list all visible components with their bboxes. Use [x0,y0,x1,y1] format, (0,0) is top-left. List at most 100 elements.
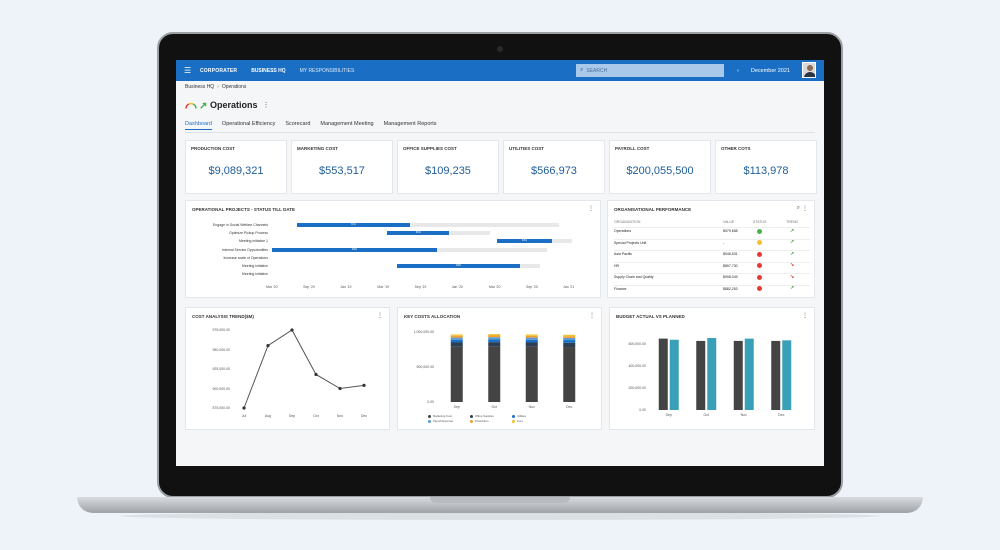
gantt-row-label: Increase scale of Operations [223,255,268,260]
laptop-base [77,497,923,513]
org-value: $897,730 [723,263,738,268]
status-indicator [757,286,762,291]
legend-swatch [428,414,431,418]
key-costs-panel: KEY COSTS ALLOCATION ⋮ 1,000,000.00 500,0… [397,307,602,430]
status-indicator [757,228,762,234]
org-value: $979,658 [723,229,738,233]
gantt-progress-bar[interactable]: 46% [396,264,521,268]
gantt-axis-tick: Mar '20 [488,285,501,289]
kpi-row: PRODUCTION COST $9,089,321 MARKETING COST… [185,140,817,194]
legend-item: Fuel [512,419,522,423]
stacked-bar-segment [525,334,538,336]
kpi-card[interactable]: PRODUCTION COST $9,089,321 [185,140,287,194]
panel-options-icon[interactable]: ⋮ [802,313,808,319]
previous-period-button[interactable]: ‹ [737,67,739,74]
kpi-card[interactable]: OFFICE SUPPLIES COST $109,235 [397,140,499,194]
stacked-bar-segment [450,346,463,402]
kpi-card[interactable]: OTHER COTS $113,978 [715,140,817,194]
y-axis-tick: 0.00 [427,400,434,404]
gantt-row-label: Engage in Social Welfare Channels [213,223,268,227]
stacked-bar-segment [563,342,576,348]
org-name[interactable]: HR [614,263,620,268]
kpi-card[interactable]: MARKETING COST $553,517 [291,140,393,194]
breadcrumb: Business HQ › Operations [185,84,246,90]
org-column-header: TREND [786,220,799,224]
tab-divider [185,132,815,133]
kpi-card[interactable]: UTILITIES COST $566,973 [503,140,605,194]
current-period[interactable]: December 2021 [750,67,790,74]
cost-trend-line [243,329,365,409]
org-value: - [723,240,725,245]
menu-icon[interactable]: ☰ [184,66,192,75]
search-input[interactable]: ⌕ SEARCH [576,64,724,77]
data-point [314,372,318,377]
org-name[interactable]: Supply Chain and Quality [614,275,654,279]
tab-management-reports[interactable]: Management Reports [383,121,437,127]
search-placeholder: SEARCH [586,67,608,74]
panel-title: OPERATIONAL PROJECTS - STATUS TILL DATE [192,207,296,212]
panel-title: KEY COSTS ALLOCATION [404,314,461,319]
data-point [266,344,270,348]
panel-options-icon[interactable]: ⋮ [588,206,594,212]
gantt-track [296,223,560,227]
trend-up-icon: ↗ [790,285,795,291]
panel-options-icon[interactable]: ⋮ [802,206,808,212]
panel-options-icon[interactable]: ⋮ [589,313,595,319]
kpi-label: OTHER COTS [721,146,751,151]
x-axis-tick: Sep [288,414,296,418]
legend-label: Fuel [517,419,523,423]
tab-bar: Dashboard Operational Efficiency Scoreca… [185,121,447,130]
search-icon[interactable]: ⌕ [796,205,800,211]
gantt-axis-tick: Sep '19 [414,285,427,289]
search-icon: ⌕ [580,67,584,73]
gantt-progress-bar[interactable]: 61% [387,231,450,236]
legend-label: Utilities [517,414,527,418]
laptop-notch [430,497,570,503]
panel-options-icon[interactable]: ⋮ [377,313,383,319]
x-axis-tick: Dec [566,405,573,409]
legend-item: Production [470,419,488,423]
budget-bar [658,338,668,410]
budget-bar [669,339,679,410]
top-navigation-bar: ☰ CORPORATER BUSINESS HQ MY RESPONSIBILI… [176,60,824,81]
gantt-progress-bar[interactable]: 64% [496,239,553,244]
page-options-icon[interactable]: ⋮ [262,102,270,109]
breadcrumb-business-hq[interactable]: Business HQ [185,84,215,90]
kpi-value: $109,235 [425,165,471,177]
kpi-label: PAYROLL COST [615,146,650,151]
gantt-progress-bar[interactable]: 71% [296,223,410,227]
stacked-bar-segment [525,335,538,338]
kpi-card[interactable]: PAYROLL COST $200,055,500 [609,140,711,194]
user-avatar[interactable] [802,62,816,78]
tab-operational-efficiency[interactable]: Operational Efficiency [221,121,276,127]
tab-dashboard[interactable]: Dashboard [185,121,212,130]
stacked-bar-segment [450,334,463,336]
stacked-bar-segment [563,337,576,341]
gantt-progress-bar[interactable]: 49% [272,247,437,252]
org-name[interactable]: Asia Pacific [614,252,633,256]
legend-swatch [512,419,515,423]
y-axis-tick: 500,000.00 [416,365,434,369]
gantt-row-label: Optimize Pickup Process [229,231,268,236]
tab-management-meeting[interactable]: Management Meeting [320,121,374,127]
y-axis-tick: 950,000.00 [212,347,230,352]
app-screen: ☰ CORPORATER BUSINESS HQ MY RESPONSIBILI… [176,60,824,466]
breadcrumb-operations[interactable]: Operations [221,84,247,90]
org-name[interactable]: Operations [614,229,632,233]
org-name[interactable]: Special Projects Unit [614,240,647,245]
y-axis-tick: 600,000.00 [628,342,646,346]
nav-my-responsibilities[interactable]: MY RESPONSIBILITIES [299,67,355,74]
stacked-bar-segment [563,336,576,338]
legend-label: Marketing Cost [433,414,452,418]
corporater-logo[interactable]: CORPORATER [200,67,238,74]
trend-up-arrow-icon [200,102,207,109]
org-name[interactable]: Finance [614,286,627,291]
tab-scorecard[interactable]: Scorecard [285,121,311,127]
gantt-row-label: Meeting initiative [241,272,268,277]
nav-business-hq[interactable]: BUSINESS HQ [251,67,286,74]
trend-down-icon: ↘ [790,273,795,280]
x-axis-tick: Oct [313,414,319,418]
gantt-axis-tick: Mar '20 [266,285,278,289]
legend-item: Payroll Expense [428,419,453,423]
x-axis-tick: Dec [778,413,785,417]
